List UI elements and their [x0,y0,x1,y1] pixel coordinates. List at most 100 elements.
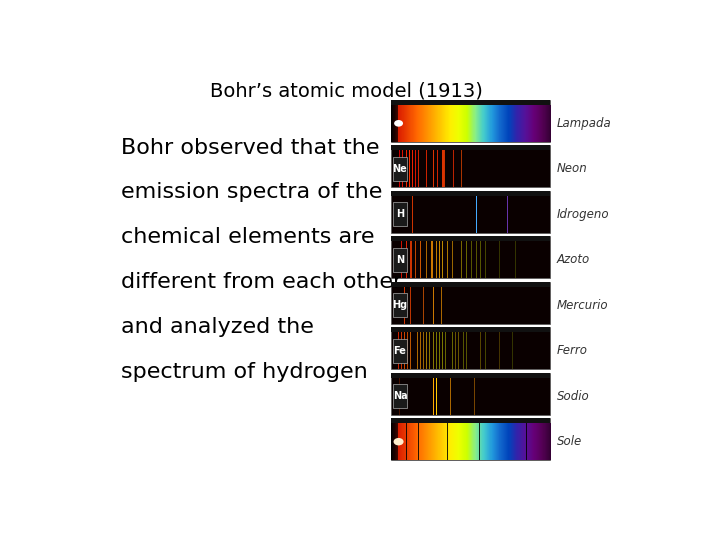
Bar [413,105,414,142]
Bar [404,287,405,324]
Bar [527,105,528,142]
Bar [464,105,465,142]
Bar [412,105,413,142]
Bar [424,423,425,460]
Bar [395,423,396,460]
Bar [547,423,548,460]
Bar [430,332,431,369]
Bar [480,105,481,142]
Bar [392,236,550,278]
Bar [410,105,411,142]
Bar [419,423,420,460]
Bar [512,105,513,142]
Bar [494,105,495,142]
Bar [497,105,498,142]
Bar [523,423,524,460]
Circle shape [394,120,403,127]
Bar [448,105,449,142]
Bar [426,241,427,278]
Bar [486,423,487,460]
Text: Idrogeno: Idrogeno [557,208,610,221]
Bar [522,105,523,142]
Bar [543,423,544,460]
Bar [538,105,539,142]
Bar [457,105,458,142]
Bar [499,105,500,142]
Bar [492,105,493,142]
Text: Mercurio: Mercurio [557,299,608,312]
Bar [544,105,545,142]
Bar [496,105,497,142]
Text: Ne: Ne [392,164,408,174]
Bar [409,423,410,460]
Text: Bohr’s atomic model (1913): Bohr’s atomic model (1913) [210,82,483,100]
Bar [397,423,398,460]
Bar [436,377,437,415]
Bar [518,423,519,460]
Bar [490,423,491,460]
Bar [454,105,455,142]
Bar [436,332,437,369]
Bar [392,100,550,142]
Bar [438,105,439,142]
Text: Ferro: Ferro [557,344,588,357]
Bar [439,105,441,142]
Bar [502,105,503,142]
Text: and analyzed the: and analyzed the [121,317,314,337]
Bar [537,423,538,460]
Bar [533,105,534,142]
Bar [475,423,476,460]
Bar [448,423,449,460]
Bar [450,105,451,142]
Bar [431,105,433,142]
Bar [404,423,405,460]
Bar [535,423,536,460]
Bar [482,105,483,142]
Text: Lampada: Lampada [557,117,612,130]
Bar [411,423,412,460]
Bar [401,105,402,142]
Bar [540,105,541,142]
Bar [405,423,406,460]
Bar [537,105,538,142]
Bar [407,105,408,142]
Bar [506,423,507,460]
Bar [478,105,479,142]
Text: Neon: Neon [557,163,588,176]
Bar [411,423,413,460]
Bar [534,105,535,142]
Bar [393,105,394,142]
Bar [484,423,485,460]
Bar [468,105,469,142]
Bar [403,105,404,142]
Bar [444,423,445,460]
Bar [500,105,501,142]
Bar [392,282,550,287]
Bar [524,105,525,142]
Bar [514,105,515,142]
Bar [517,105,518,142]
Bar [468,105,469,142]
Bar [395,105,396,142]
Bar [532,105,533,142]
Bar [432,105,433,142]
Bar [528,105,529,142]
Bar [507,105,508,142]
Bar [402,105,403,142]
Bar [548,423,549,460]
Bar [397,105,398,142]
Bar [448,105,449,142]
Bar [392,423,393,460]
Bar [447,423,448,460]
Bar [510,105,511,142]
Bar [546,423,547,460]
Bar [456,423,457,460]
Bar [449,105,451,142]
Bar [509,105,510,142]
Bar [520,105,521,142]
Bar [538,423,539,460]
Bar [395,423,397,460]
Text: Sodio: Sodio [557,390,590,403]
Bar [518,105,519,142]
Text: Na: Na [392,391,408,401]
